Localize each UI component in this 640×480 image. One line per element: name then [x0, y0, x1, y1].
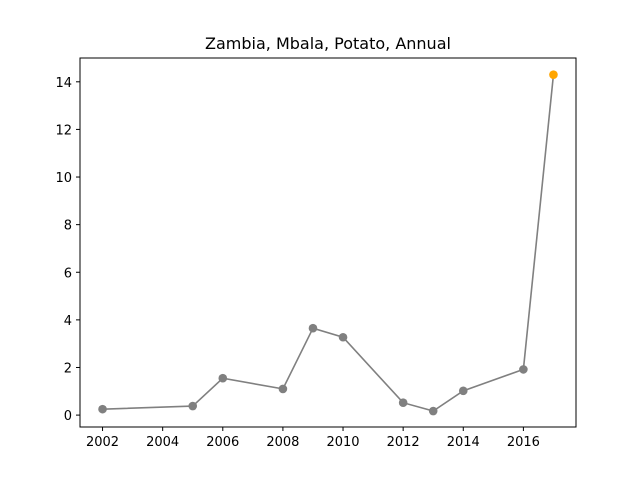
data-point	[98, 404, 107, 414]
x-tick-label: 2014	[447, 435, 480, 450]
x-tick-label: 2012	[387, 435, 420, 450]
data-point	[519, 365, 528, 374]
x-tick-label: 2010	[326, 435, 359, 450]
highlight-point	[549, 70, 558, 79]
x-tick-label: 2008	[266, 435, 299, 450]
y-tick-label: 10	[55, 171, 72, 186]
data-point	[338, 332, 348, 342]
y-tick-label: 12	[55, 123, 72, 138]
data-point	[458, 386, 468, 396]
data-point	[188, 401, 198, 411]
data-point	[428, 406, 438, 416]
x-tick-label: 2006	[206, 435, 239, 450]
plot-area: 2002 2004 2006 2008 2010 2012 2014 2016 0 2 4 6 8 10 1…	[55, 57, 577, 450]
y-tick-label: 8	[64, 219, 72, 234]
y-tick-label: 2	[64, 361, 72, 376]
y-tick-label: 0	[64, 409, 72, 424]
chart-title: Zambia, Mbala, Potato, Annual	[205, 34, 451, 53]
series-line-final-segment	[522, 74, 555, 370]
x-tick-label: 2016	[507, 435, 540, 450]
data-point	[398, 398, 408, 408]
series-line	[102, 327, 524, 412]
y-tick-label: 6	[64, 266, 72, 281]
data-point	[308, 323, 318, 333]
x-tick-label: 2004	[146, 435, 179, 450]
y-tick-label: 14	[55, 76, 72, 91]
x-tick-label: 2002	[86, 435, 119, 450]
data-point	[278, 384, 288, 394]
data-point	[218, 373, 228, 383]
axes-frame	[79, 57, 577, 428]
y-tick-label: 4	[64, 314, 72, 329]
